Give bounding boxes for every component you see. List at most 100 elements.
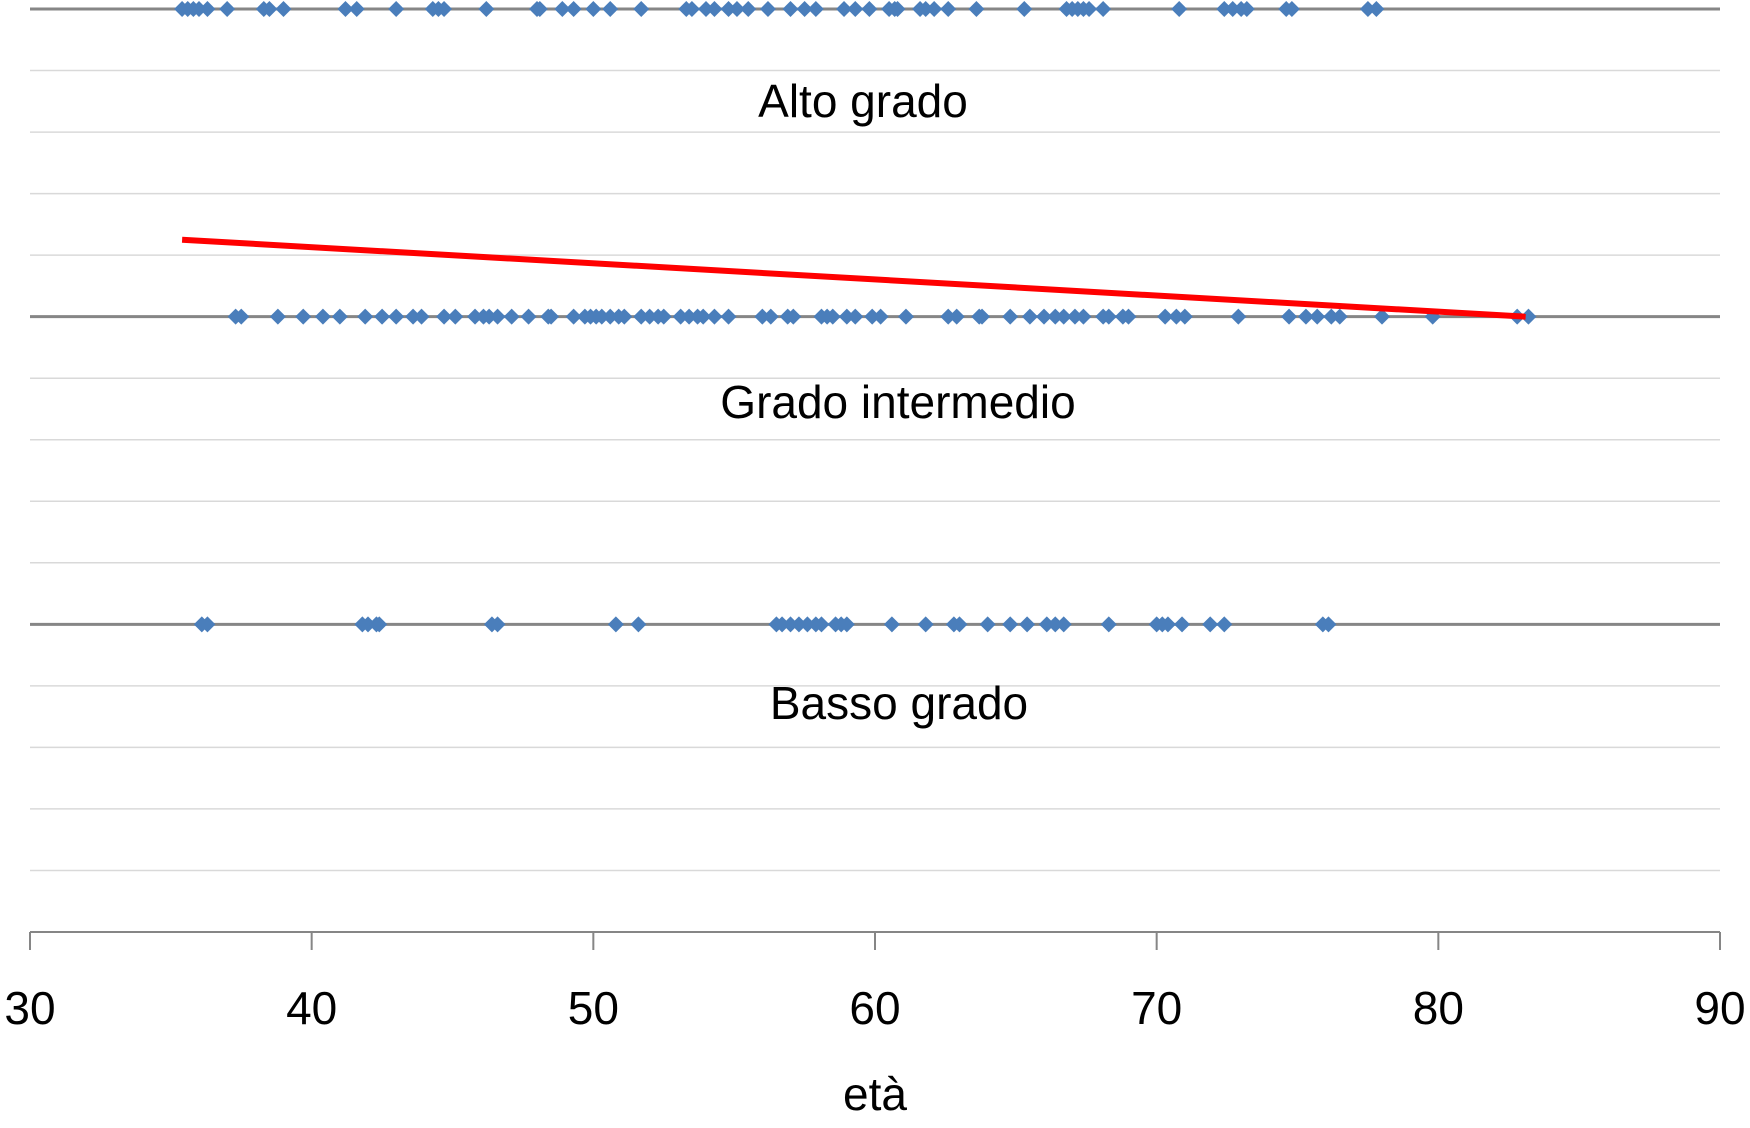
data-point <box>481 308 498 325</box>
data-point <box>683 1 700 17</box>
data-point <box>1055 308 1072 325</box>
data-point <box>275 1 292 17</box>
data-point <box>889 1 906 17</box>
data-point <box>1230 308 1247 325</box>
data-point <box>388 308 405 325</box>
data-point <box>357 308 374 325</box>
data-point <box>847 308 864 325</box>
data-point <box>1174 616 1191 633</box>
data-point <box>897 308 914 325</box>
data-point <box>1168 308 1185 325</box>
data-point <box>607 616 624 633</box>
plot-area: 30 40 50 60 70 80 90 <box>4 1 1746 1034</box>
data-point <box>602 308 619 325</box>
data-point <box>261 1 278 17</box>
data-point <box>774 616 791 633</box>
data-point <box>602 1 619 17</box>
data-point <box>1281 308 1298 325</box>
data-point <box>948 308 965 325</box>
data-point <box>796 1 813 17</box>
data-point <box>917 616 934 633</box>
data-point <box>489 616 506 633</box>
x-tick-label: 30 <box>4 982 55 1034</box>
data-point <box>917 1 934 17</box>
data-point <box>672 308 689 325</box>
data-point <box>405 308 422 325</box>
data-point <box>360 616 376 633</box>
data-point <box>565 308 582 325</box>
data-point <box>1047 308 1064 325</box>
data-point <box>974 308 991 325</box>
data-point <box>371 616 388 633</box>
data-point <box>1238 1 1255 17</box>
data-point <box>630 616 647 633</box>
data-point <box>331 308 348 325</box>
data-point <box>1055 616 1072 633</box>
data-point <box>295 308 312 325</box>
data-point <box>1036 308 1052 325</box>
data-point <box>489 308 506 325</box>
data-point <box>838 616 855 633</box>
data-point <box>720 308 737 325</box>
data-point <box>1216 616 1233 633</box>
data-point <box>565 1 582 17</box>
data-point <box>1283 1 1300 17</box>
data-point <box>1120 308 1137 325</box>
data-point <box>695 308 712 325</box>
data-point <box>824 308 841 325</box>
data-point <box>1047 616 1064 633</box>
data-point <box>790 616 807 633</box>
data-point <box>388 1 405 17</box>
data-point <box>762 308 779 325</box>
x-axis-title: età <box>843 1068 907 1120</box>
data-point <box>698 1 714 17</box>
data-point <box>720 1 737 17</box>
data-point <box>467 308 484 325</box>
data-point <box>543 308 560 325</box>
data-point <box>616 308 633 325</box>
data-point <box>872 308 889 325</box>
data-point <box>1216 1 1233 17</box>
data-point <box>531 1 548 17</box>
data-point <box>926 1 943 17</box>
data-point <box>838 308 855 325</box>
data-point <box>337 1 354 17</box>
data-point <box>1320 616 1337 633</box>
data-point <box>199 1 216 17</box>
data-point <box>520 308 537 325</box>
data-point <box>1520 308 1537 325</box>
data-point <box>199 616 216 633</box>
data-point <box>1021 308 1038 325</box>
data-point <box>478 1 495 17</box>
x-tick-label: 80 <box>1413 982 1464 1034</box>
data-point <box>1309 308 1326 325</box>
data-point <box>1159 616 1176 633</box>
data-point <box>940 1 957 17</box>
data-point <box>1359 1 1376 17</box>
data-point <box>861 1 878 17</box>
annotation: Alto grado <box>758 75 968 127</box>
data-point <box>807 1 824 17</box>
data-point <box>847 1 864 17</box>
data-point <box>1066 308 1083 325</box>
data-point <box>1176 308 1193 325</box>
data-point <box>374 308 391 325</box>
data-point <box>1002 308 1019 325</box>
data-point <box>1202 616 1219 633</box>
data-point <box>706 308 723 325</box>
data-point <box>269 308 286 325</box>
x-tick-label: 70 <box>1131 982 1182 1034</box>
data-point <box>1019 616 1036 633</box>
data-point <box>436 1 453 17</box>
x-tick-label: 50 <box>568 982 619 1034</box>
data-point <box>799 616 816 633</box>
data-point <box>782 1 799 17</box>
data-point <box>968 1 985 17</box>
data-point <box>1323 308 1340 325</box>
data-point <box>1016 1 1033 17</box>
data-point <box>1002 616 1019 633</box>
annotation: Basso grado <box>770 677 1028 729</box>
data-point <box>1368 1 1385 17</box>
data-point <box>1224 1 1241 17</box>
